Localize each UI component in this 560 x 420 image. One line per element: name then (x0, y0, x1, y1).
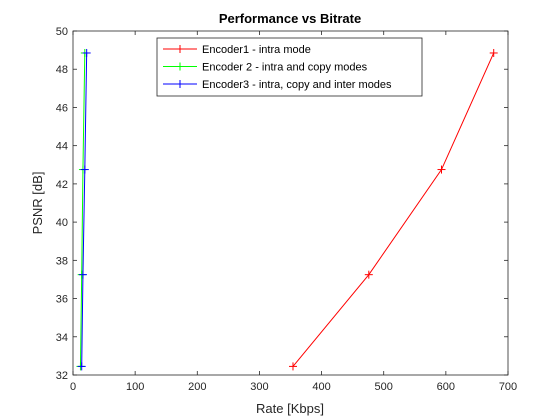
x-tick-label: 500 (375, 381, 393, 393)
y-tick-label: 48 (56, 64, 68, 76)
legend-entry-3: Encoder3 - intra, copy and inter modes (163, 79, 392, 91)
y-tick-label: 44 (56, 141, 68, 153)
y-tick-label: 40 (56, 217, 68, 229)
x-tick-label: 600 (437, 381, 455, 393)
x-tick-label: 700 (499, 381, 517, 393)
data-point-series-3 (80, 165, 89, 174)
y-tick-label: 50 (56, 26, 68, 38)
data-point-series-1 (288, 362, 297, 371)
y-tick-label: 38 (56, 255, 68, 267)
series-line-2 (79, 52, 86, 367)
legend-entry-1: Encoder1 - intra mode (163, 44, 311, 56)
legend: Encoder1 - intra mode Encoder 2 - intra a… (156, 37, 423, 97)
legend-label: Encoder1 - intra mode (202, 44, 311, 56)
data-point-series-3 (77, 362, 86, 371)
chart-title: Performance vs Bitrate (219, 11, 361, 26)
data-point-series-1 (489, 48, 498, 57)
data-point-series-1 (437, 165, 446, 174)
x-tick-label: 100 (126, 381, 144, 393)
legend-label: Encoder3 - intra, copy and inter modes (202, 79, 392, 91)
legend-label: Encoder 2 - intra and copy modes (202, 62, 368, 74)
series-line-1 (292, 52, 495, 367)
legend-box (156, 37, 423, 97)
legend-entry-2: Encoder 2 - intra and copy modes (163, 62, 368, 74)
x-tick-label: 0 (70, 381, 76, 393)
y-axis-label: PSNR [dB] (30, 172, 45, 235)
x-tick-label: 200 (188, 381, 206, 393)
y-tick-label: 42 (56, 179, 68, 191)
data-point-series-1 (364, 270, 373, 279)
y-tick-label: 32 (56, 370, 68, 382)
y-tick-label: 34 (56, 332, 68, 344)
data-point-series-3 (82, 48, 91, 57)
x-tick-label: 300 (250, 381, 268, 393)
data-point-series-3 (78, 270, 87, 279)
y-tick-label: 36 (56, 294, 68, 306)
y-tick-label: 46 (56, 102, 68, 114)
x-axis-label: Rate [Kbps] (256, 401, 324, 416)
series-line-3 (81, 52, 88, 367)
x-tick-label: 400 (312, 381, 330, 393)
